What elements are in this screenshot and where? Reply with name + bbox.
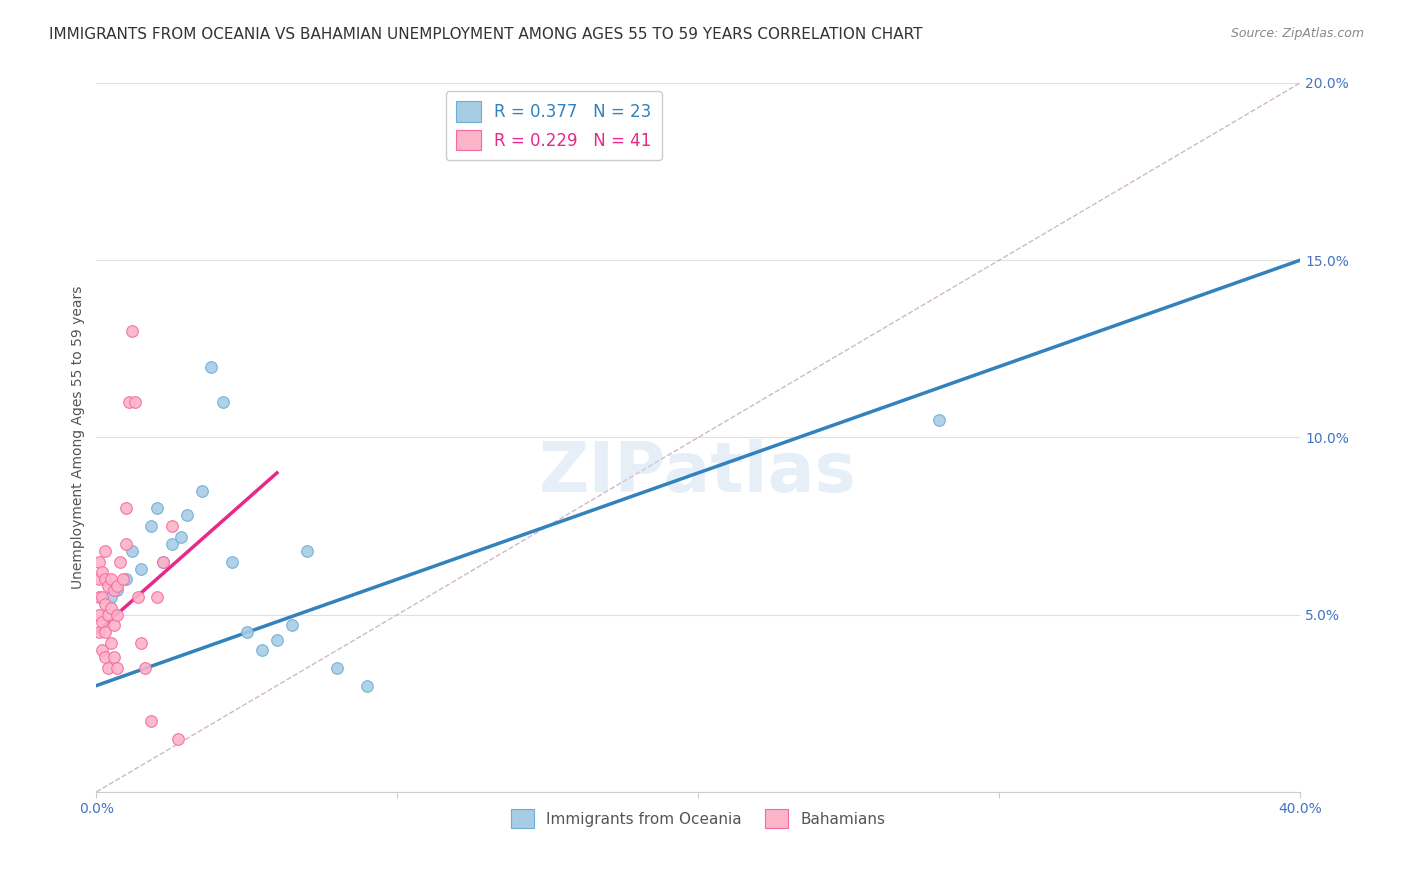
Point	[176, 508, 198, 523]
Point	[139, 519, 162, 533]
Y-axis label: Unemployment Among Ages 55 to 59 years: Unemployment Among Ages 55 to 59 years	[72, 285, 86, 589]
Point	[127, 590, 149, 604]
Point	[89, 625, 111, 640]
Point	[211, 395, 233, 409]
Point	[97, 579, 120, 593]
Point	[145, 501, 167, 516]
Point	[166, 731, 188, 746]
Point	[131, 561, 153, 575]
Point	[91, 565, 114, 579]
Point	[160, 519, 183, 533]
Point	[100, 590, 122, 604]
Point	[121, 324, 143, 338]
Point	[107, 582, 129, 597]
Point	[928, 413, 950, 427]
Point	[110, 555, 132, 569]
Point	[94, 650, 117, 665]
Point	[89, 590, 111, 604]
Point	[295, 544, 318, 558]
Point	[356, 679, 378, 693]
Point	[281, 618, 304, 632]
Point	[152, 555, 174, 569]
Point	[89, 607, 111, 622]
Point	[89, 555, 111, 569]
Point	[97, 607, 120, 622]
Point	[115, 572, 138, 586]
Point	[100, 572, 122, 586]
Point	[124, 395, 146, 409]
Point	[94, 544, 117, 558]
Point	[169, 530, 191, 544]
Point	[221, 555, 243, 569]
Point	[107, 661, 129, 675]
Point	[91, 643, 114, 657]
Point	[91, 615, 114, 629]
Point	[91, 590, 114, 604]
Point	[266, 632, 288, 647]
Legend: Immigrants from Oceania, Bahamians: Immigrants from Oceania, Bahamians	[505, 803, 891, 834]
Point	[200, 359, 222, 374]
Point	[152, 555, 174, 569]
Point	[160, 537, 183, 551]
Point	[115, 537, 138, 551]
Point	[103, 650, 125, 665]
Point	[107, 607, 129, 622]
Point	[250, 643, 273, 657]
Point	[115, 501, 138, 516]
Point	[134, 661, 156, 675]
Point	[94, 597, 117, 611]
Point	[145, 590, 167, 604]
Point	[121, 544, 143, 558]
Point	[112, 572, 135, 586]
Point	[100, 600, 122, 615]
Point	[89, 572, 111, 586]
Point	[139, 714, 162, 728]
Point	[131, 636, 153, 650]
Point	[236, 625, 259, 640]
Point	[97, 661, 120, 675]
Text: ZIPatlas: ZIPatlas	[540, 440, 858, 507]
Text: Source: ZipAtlas.com: Source: ZipAtlas.com	[1230, 27, 1364, 40]
Point	[103, 582, 125, 597]
Text: IMMIGRANTS FROM OCEANIA VS BAHAMIAN UNEMPLOYMENT AMONG AGES 55 TO 59 YEARS CORRE: IMMIGRANTS FROM OCEANIA VS BAHAMIAN UNEM…	[49, 27, 922, 42]
Point	[326, 661, 349, 675]
Point	[103, 618, 125, 632]
Point	[107, 579, 129, 593]
Point	[190, 483, 212, 498]
Point	[118, 395, 141, 409]
Point	[100, 636, 122, 650]
Point	[94, 572, 117, 586]
Point	[94, 625, 117, 640]
